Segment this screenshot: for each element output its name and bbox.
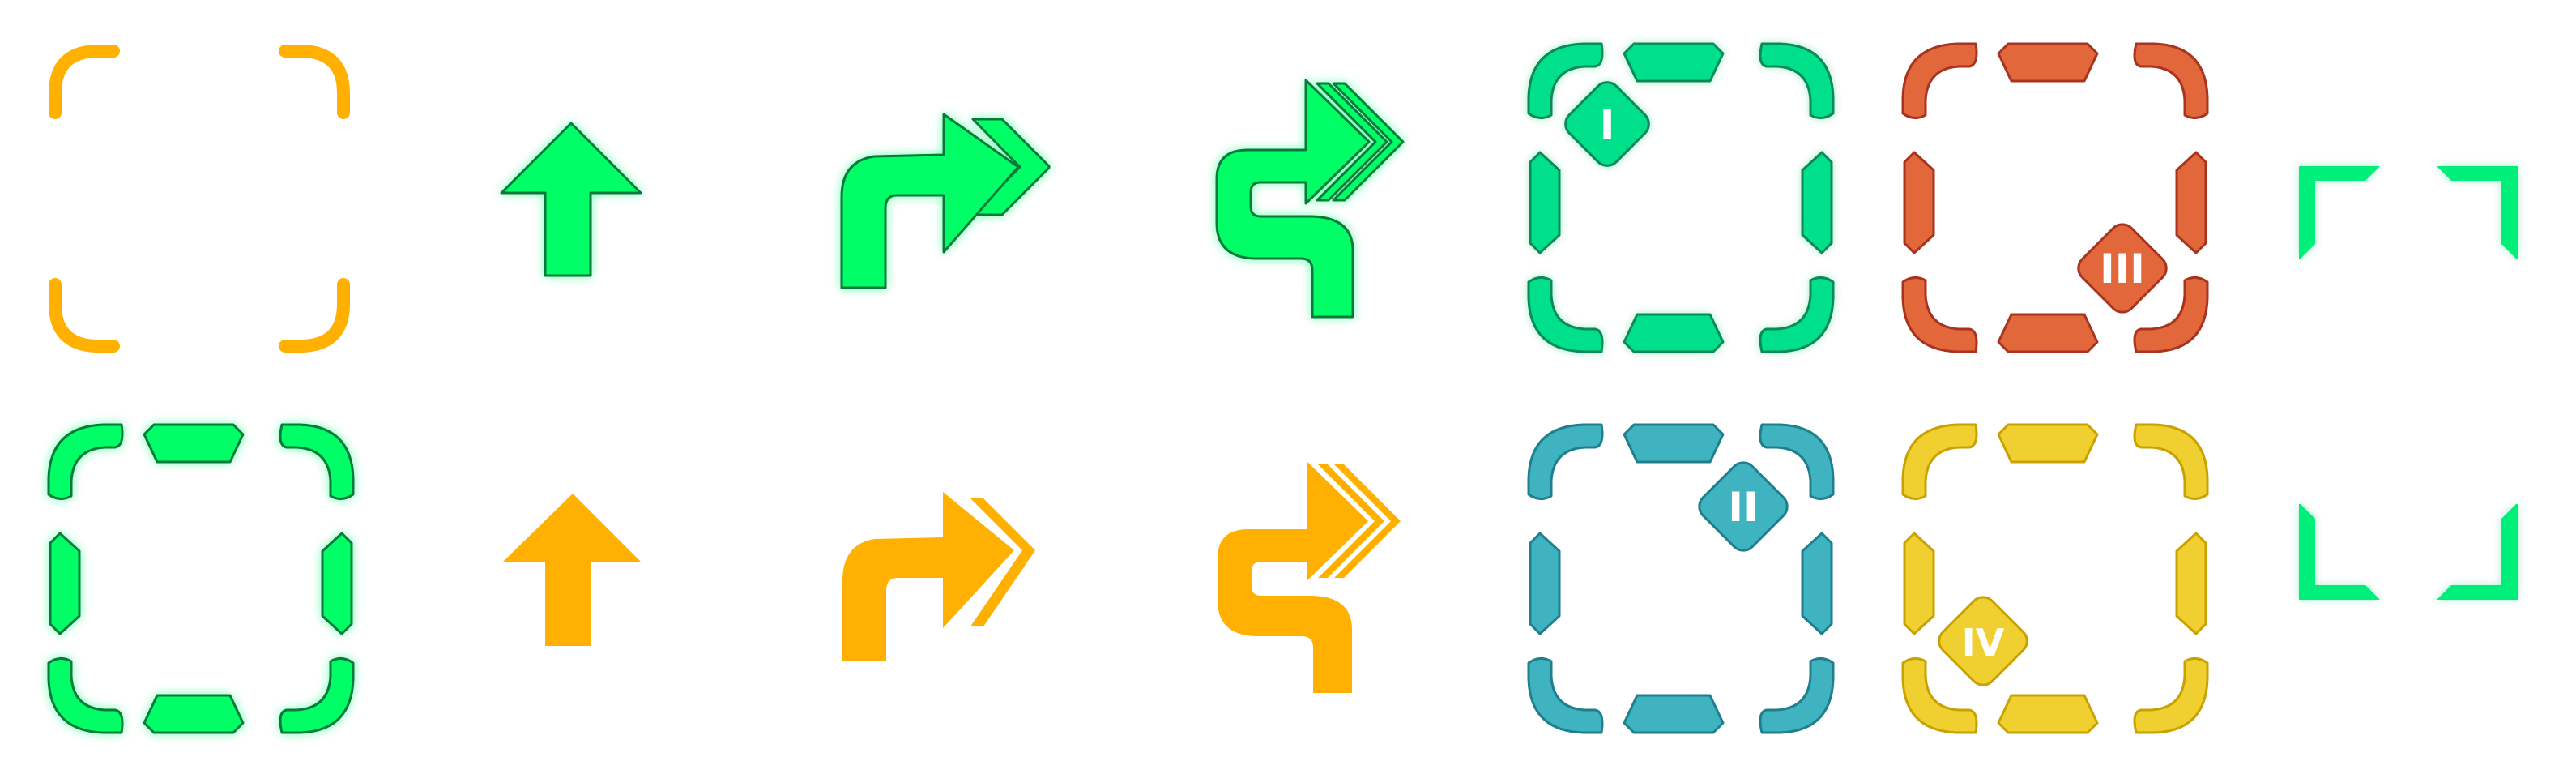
dashed-frame-badge-two-icon: II	[1527, 421, 1835, 738]
turn-right-double-chevron-orange-icon	[841, 490, 1051, 673]
badge-label: I	[1600, 101, 1615, 148]
arrow-up-orange-icon	[500, 492, 646, 650]
badge-label: II	[1728, 484, 1758, 531]
viewfinder-bottom-icon	[2299, 502, 2518, 600]
s-curve-triple-chevron-orange-icon	[1218, 460, 1412, 703]
badge-label: III	[2100, 246, 2145, 293]
viewfinder-top-icon	[2299, 166, 2518, 263]
dashed-frame-badge-one-icon: I	[1527, 41, 1835, 357]
corner-frame-orange-icon	[49, 45, 356, 357]
dashed-frame-badge-four-icon: IV	[1901, 421, 2209, 738]
dashed-frame-badge-three-icon: III	[1901, 41, 2209, 357]
arrow-up-green-icon	[498, 122, 644, 280]
turn-right-double-chevron-green-icon	[838, 109, 1051, 292]
s-curve-triple-chevron-green-icon	[1215, 77, 1410, 320]
badge-label: IV	[1962, 621, 2005, 665]
dashed-frame-green-icon	[47, 421, 355, 738]
